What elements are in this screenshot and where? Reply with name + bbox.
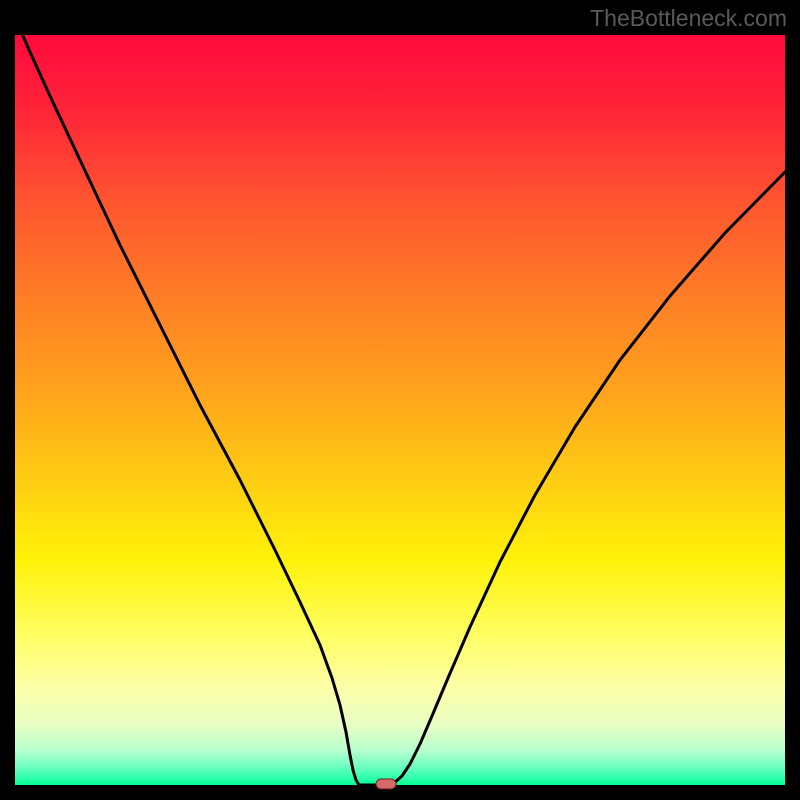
bottleneck-curve bbox=[0, 0, 800, 800]
optimum-marker-pill bbox=[376, 779, 396, 789]
curve-line bbox=[15, 18, 785, 785]
optimum-marker bbox=[375, 778, 397, 790]
chart-root: TheBottleneck.com bbox=[0, 0, 800, 800]
watermark-text: TheBottleneck.com bbox=[590, 5, 787, 32]
